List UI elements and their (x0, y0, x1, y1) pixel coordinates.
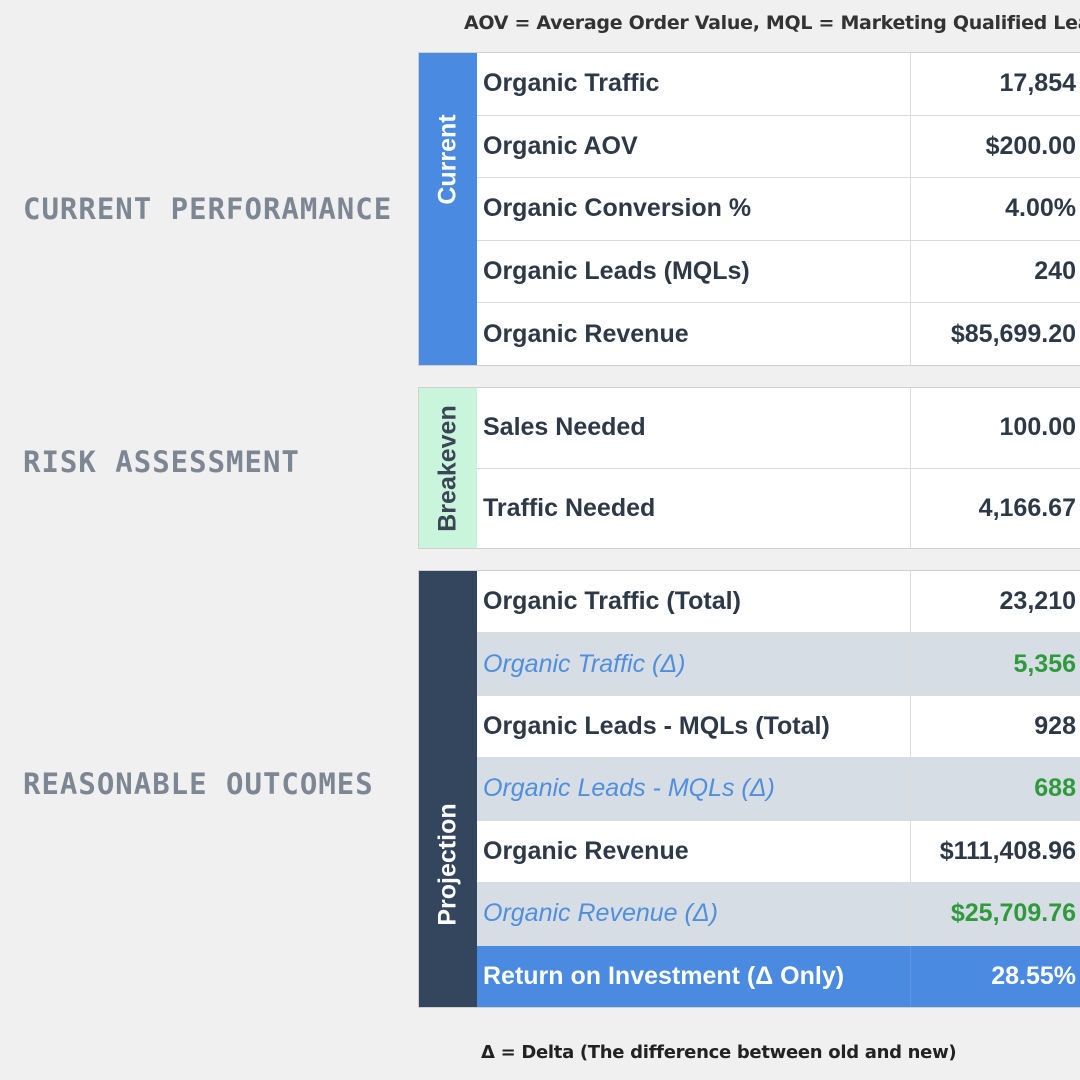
table-row: Organic Leads (MQLs) 240 (477, 240, 1080, 304)
projection-side-tab: Projection (419, 571, 477, 1007)
table-row: Organic Traffic 17,854 (477, 53, 1080, 116)
current-side-tab: Current (419, 53, 477, 365)
roi-label: Return on Investment (Δ Only) (477, 945, 911, 1007)
table-row-delta: Organic Leads - MQLs (Δ) 688 (477, 758, 1080, 821)
row-value: 4,166.67 (978, 493, 1076, 522)
current-table: Current Organic Traffic 17,854 Organic A… (418, 52, 1080, 366)
row-label: Organic Traffic (Δ) (477, 633, 911, 695)
table-row: Organic Revenue $85,699.20 (477, 303, 1080, 365)
row-label: Organic Revenue (Δ) (477, 883, 911, 945)
table-row: Organic Conversion % 4.00% (477, 178, 1080, 241)
row-label: Organic AOV (477, 115, 911, 178)
table-row: Organic AOV $200.00 (477, 115, 1080, 179)
table-row-delta: Organic Revenue (Δ) $25,709.76 (477, 883, 1080, 946)
abbreviation-note: AOV = Average Order Value, MQL = Marketi… (464, 12, 1080, 34)
row-value: $200.00 (985, 131, 1076, 160)
table-row-delta: Organic Traffic (Δ) 5,356 (477, 633, 1080, 696)
row-label: Organic Leads - MQLs (Δ) (477, 758, 911, 820)
row-label: Organic Conversion % (477, 178, 911, 240)
row-value: 100.00 (999, 413, 1076, 442)
table-row: Sales Needed 100.00 (477, 388, 1080, 469)
roi-row: Return on Investment (Δ Only) 28.55% (477, 945, 1080, 1007)
row-value: $85,699.20 (950, 319, 1076, 348)
row-label: Traffic Needed (477, 468, 911, 548)
row-value: 17,854 (999, 69, 1076, 98)
current-side-label: Current (433, 113, 462, 205)
section-label-current-performance: CURRENT PERFORAMANCE (23, 192, 393, 226)
row-label: Organic Traffic (477, 53, 911, 115)
table-row: Organic Leads - MQLs (Total) 928 (477, 695, 1080, 759)
row-value: 928 (1034, 712, 1076, 741)
row-label: Organic Revenue (477, 820, 911, 883)
breakeven-side-label: Breakeven (433, 404, 462, 532)
row-label: Organic Traffic (Total) (477, 571, 911, 633)
row-value: $25,709.76 (950, 899, 1076, 928)
table-row: Traffic Needed 4,166.67 (477, 468, 1080, 548)
row-value: 240 (1034, 257, 1076, 286)
section-label-risk-assessment: RISK ASSESSMENT (23, 445, 300, 479)
projection-side-label: Projection (433, 802, 462, 926)
table-row: Organic Revenue $111,408.96 (477, 820, 1080, 884)
row-label: Organic Leads - MQLs (Total) (477, 695, 911, 758)
row-value: 688 (1034, 774, 1076, 803)
row-label: Sales Needed (477, 388, 911, 468)
breakeven-table: Breakeven Sales Needed 100.00 Traffic Ne… (418, 387, 1080, 549)
delta-note: Δ = Delta (The difference between old an… (481, 1042, 957, 1063)
breakeven-side-tab: Breakeven (419, 388, 477, 548)
row-value: $111,408.96 (939, 836, 1076, 865)
row-value: 4.00% (1005, 194, 1076, 223)
row-label: Organic Leads (MQLs) (477, 240, 911, 303)
section-label-reasonable-outcomes: REASONABLE OUTCOMES (23, 767, 374, 801)
row-value: 23,210 (999, 587, 1076, 616)
row-value: 5,356 (1013, 649, 1076, 678)
roi-value: 28.55% (991, 961, 1076, 990)
projection-table: Projection Organic Traffic (Total) 23,21… (418, 570, 1080, 1008)
table-row: Organic Traffic (Total) 23,210 (477, 571, 1080, 634)
row-label: Organic Revenue (477, 303, 911, 365)
